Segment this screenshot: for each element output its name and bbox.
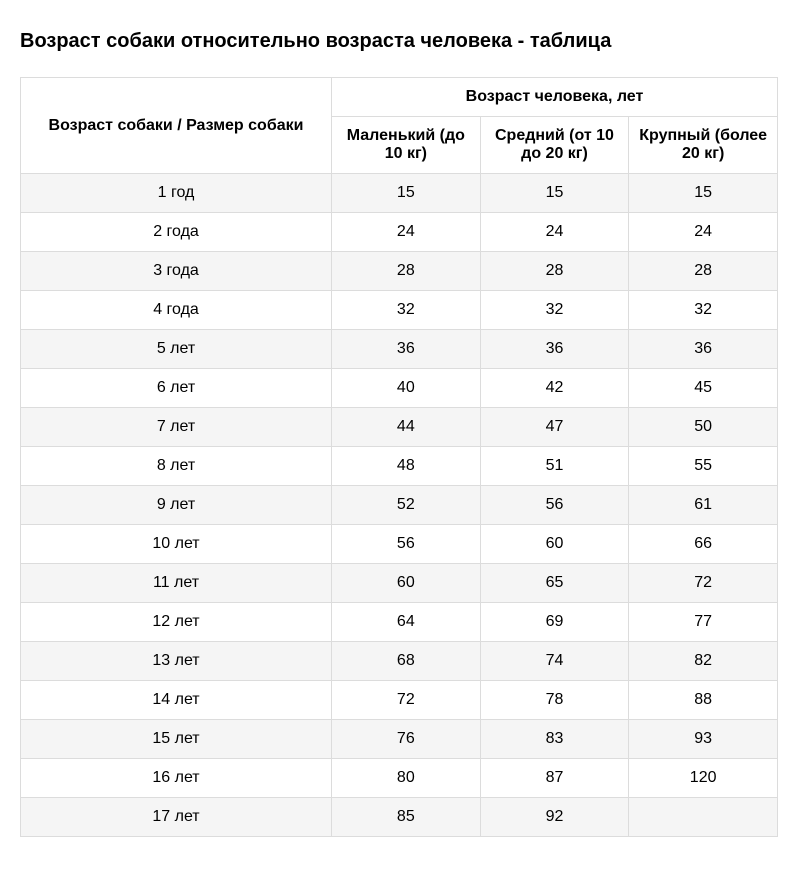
cell-value: 56 [480,486,629,525]
cell-value: 32 [332,291,481,330]
row-label: 14 лет [21,681,332,720]
row-header-label: Возраст собаки / Размер собаки [21,78,332,174]
row-label: 8 лет [21,447,332,486]
cell-value: 55 [629,447,778,486]
page-title: Возраст собаки относительно возраста чел… [20,30,778,53]
cell-value: 83 [480,720,629,759]
cell-value: 36 [629,330,778,369]
cell-value: 74 [480,642,629,681]
table-row: 5 лет363636 [21,330,778,369]
cell-value: 65 [480,564,629,603]
row-label: 9 лет [21,486,332,525]
table-row: 3 года282828 [21,252,778,291]
dog-age-table: Возраст собаки / Размер собаки Возраст ч… [20,77,778,837]
table-row: 8 лет485155 [21,447,778,486]
cell-value: 47 [480,408,629,447]
cell-value: 82 [629,642,778,681]
super-header: Возраст человека, лет [332,78,778,117]
cell-value: 64 [332,603,481,642]
cell-value: 45 [629,369,778,408]
table-row: 7 лет444750 [21,408,778,447]
row-label: 13 лет [21,642,332,681]
cell-value: 48 [332,447,481,486]
cell-value: 28 [480,252,629,291]
cell-value: 24 [480,213,629,252]
cell-value: 120 [629,759,778,798]
col-header-small: Маленький (до 10 кг) [332,117,481,174]
cell-value: 69 [480,603,629,642]
cell-value: 32 [480,291,629,330]
table-row: 6 лет404245 [21,369,778,408]
row-label: 5 лет [21,330,332,369]
cell-value: 40 [332,369,481,408]
row-label: 11 лет [21,564,332,603]
cell-value: 72 [332,681,481,720]
cell-value: 36 [332,330,481,369]
cell-value: 80 [332,759,481,798]
table-row: 4 года323232 [21,291,778,330]
table-row: 1 год151515 [21,174,778,213]
cell-value: 60 [332,564,481,603]
cell-value: 28 [629,252,778,291]
cell-value: 24 [332,213,481,252]
cell-value [629,798,778,837]
cell-value: 77 [629,603,778,642]
cell-value: 15 [629,174,778,213]
col-header-medium: Средний (от 10 до 20 кг) [480,117,629,174]
table-row: 11 лет606572 [21,564,778,603]
cell-value: 42 [480,369,629,408]
cell-value: 28 [332,252,481,291]
row-label: 12 лет [21,603,332,642]
cell-value: 92 [480,798,629,837]
cell-value: 15 [332,174,481,213]
table-row: 2 года242424 [21,213,778,252]
cell-value: 78 [480,681,629,720]
cell-value: 68 [332,642,481,681]
cell-value: 32 [629,291,778,330]
col-header-large: Крупный (более 20 кг) [629,117,778,174]
cell-value: 87 [480,759,629,798]
cell-value: 76 [332,720,481,759]
table-body: 1 год1515152 года2424243 года2828284 год… [21,174,778,837]
table-row: 16 лет8087120 [21,759,778,798]
table-row: 13 лет687482 [21,642,778,681]
cell-value: 50 [629,408,778,447]
row-label: 3 года [21,252,332,291]
table-row: 17 лет8592 [21,798,778,837]
cell-value: 24 [629,213,778,252]
table-row: 9 лет525661 [21,486,778,525]
row-label: 7 лет [21,408,332,447]
cell-value: 93 [629,720,778,759]
row-label: 16 лет [21,759,332,798]
cell-value: 85 [332,798,481,837]
cell-value: 52 [332,486,481,525]
cell-value: 44 [332,408,481,447]
row-label: 17 лет [21,798,332,837]
cell-value: 36 [480,330,629,369]
cell-value: 61 [629,486,778,525]
cell-value: 56 [332,525,481,564]
cell-value: 60 [480,525,629,564]
table-row: 12 лет646977 [21,603,778,642]
row-label: 15 лет [21,720,332,759]
row-label: 6 лет [21,369,332,408]
cell-value: 72 [629,564,778,603]
row-label: 10 лет [21,525,332,564]
cell-value: 66 [629,525,778,564]
row-label: 1 год [21,174,332,213]
row-label: 4 года [21,291,332,330]
table-row: 10 лет566066 [21,525,778,564]
cell-value: 15 [480,174,629,213]
table-row: 14 лет727888 [21,681,778,720]
row-label: 2 года [21,213,332,252]
table-header: Возраст собаки / Размер собаки Возраст ч… [21,78,778,174]
cell-value: 88 [629,681,778,720]
table-row: 15 лет768393 [21,720,778,759]
cell-value: 51 [480,447,629,486]
